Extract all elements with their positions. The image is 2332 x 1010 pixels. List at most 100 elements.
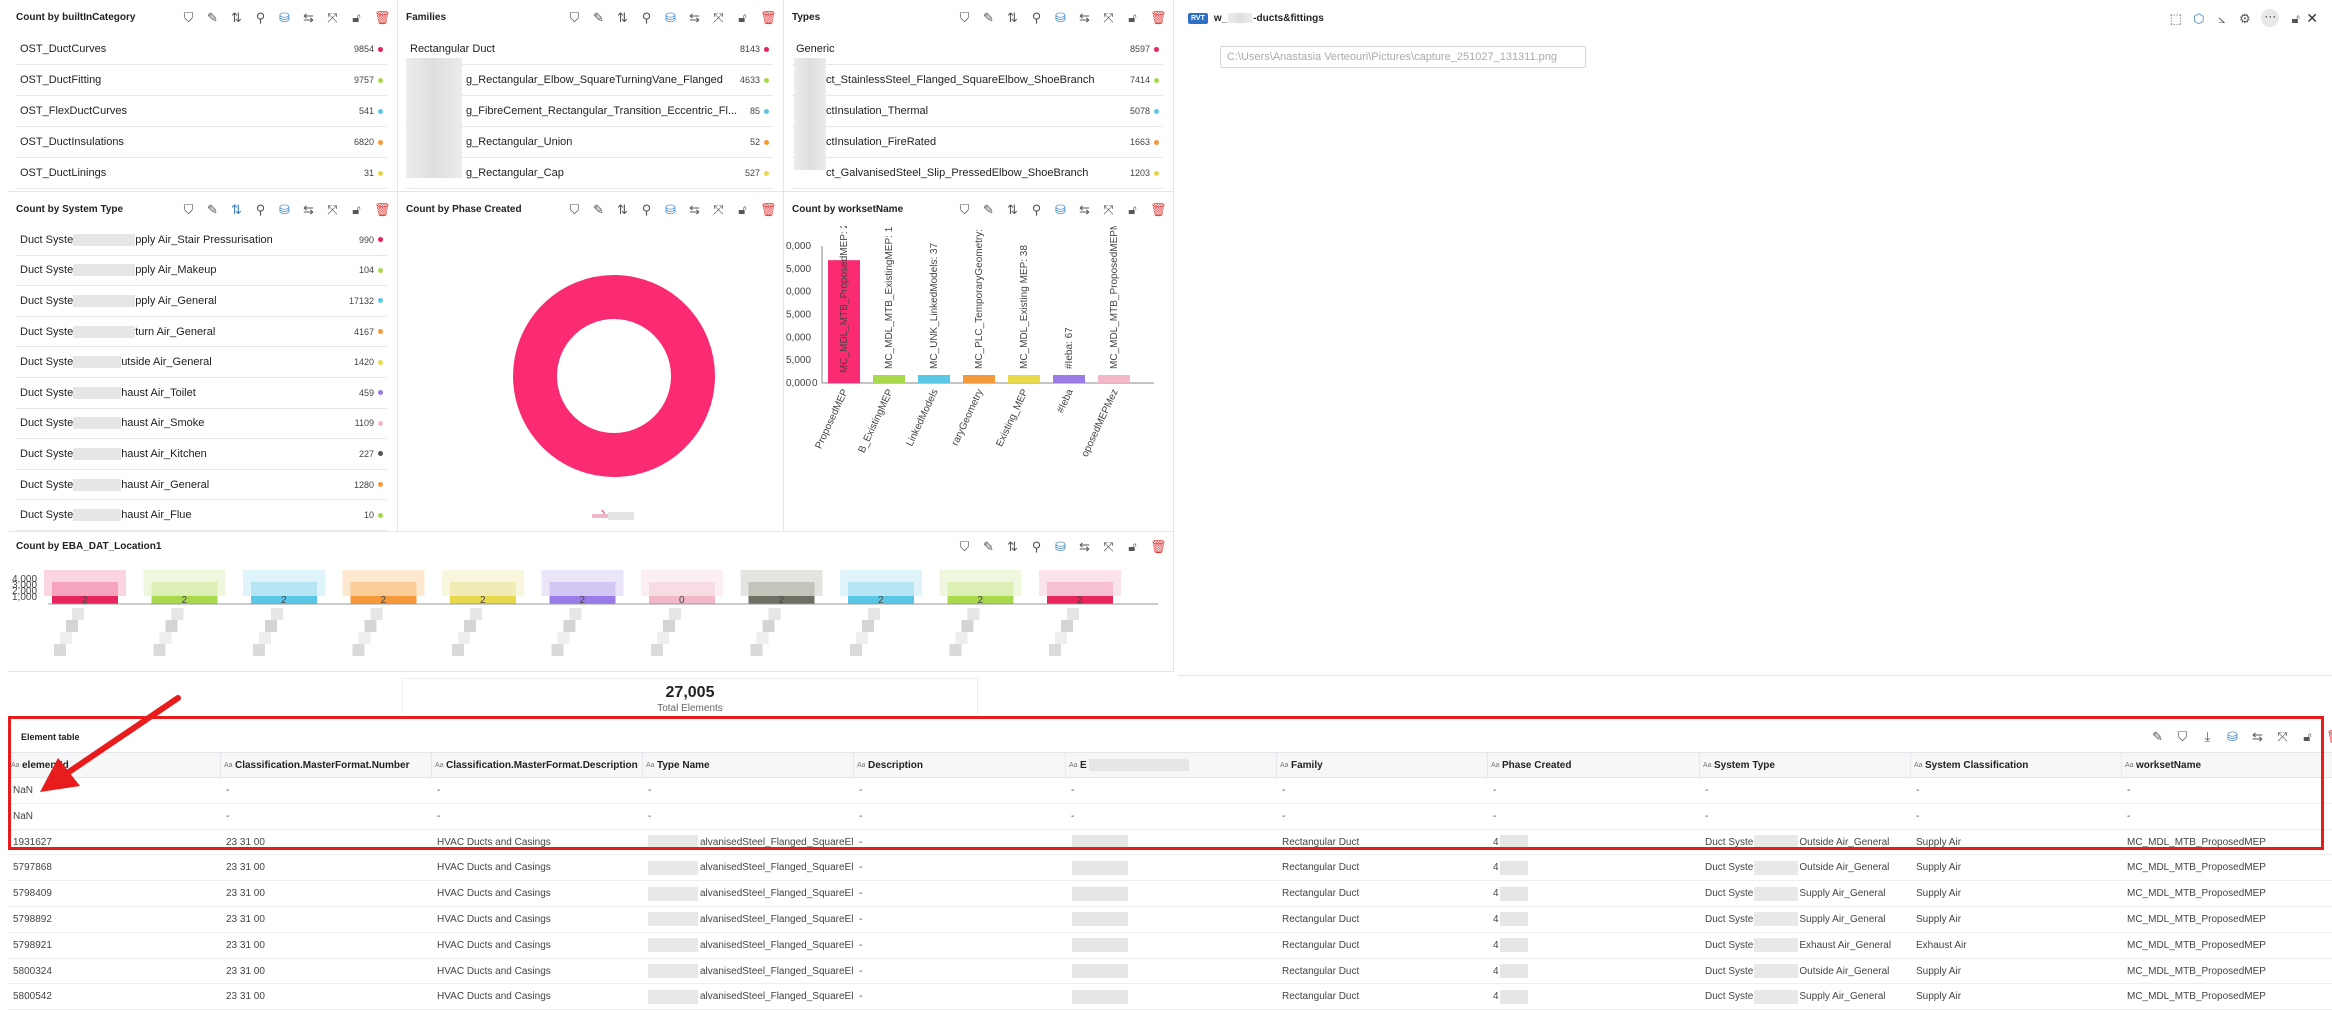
column-header[interactable]: Aa Description (854, 753, 1066, 779)
table-row[interactable]: 5798892 23 31 00 HVAC Ducts and Casings alv… (8, 907, 2332, 933)
column-header[interactable]: Aa worksetName (2122, 753, 2332, 779)
sort-icon[interactable]: ⇅ (231, 9, 242, 25)
table-row[interactable]: 5798409 23 31 00 HVAC Ducts and Casings alv… (8, 881, 2332, 907)
list-item[interactable]: Duct Syste haust Air_Flue 10 (16, 500, 387, 531)
donut-ring[interactable] (513, 275, 715, 477)
measure-icon[interactable]: ⦣ (2218, 10, 2226, 26)
database-icon[interactable]: ⛁ (279, 9, 290, 25)
table-row[interactable]: 1931627 23 31 00 HVAC Ducts and Casings alv… (8, 830, 2332, 856)
edit-filter-icon[interactable]: ✎ (983, 9, 994, 25)
database-icon[interactable]: ⛁ (1055, 9, 1066, 25)
list-item[interactable]: g_Rectangular_Cap 527 (406, 158, 773, 189)
paint-icon[interactable]: ⚲ (641, 201, 652, 217)
location-bar[interactable] (748, 596, 815, 604)
lock-icon[interactable]: 🔓︎ (2303, 729, 2312, 744)
lock-icon[interactable]: 🔓︎ (1128, 538, 1137, 554)
sort-icon[interactable]: ⇅ (617, 201, 628, 217)
location-bar[interactable] (350, 596, 417, 604)
download-icon[interactable]: ⤓ (2204, 729, 2211, 744)
edit-icon[interactable]: ✎ (2152, 729, 2163, 744)
list-item[interactable]: Rectangular Duct 8143 (406, 34, 773, 65)
list-item[interactable]: Duct Syste haust Air_General 1280 (16, 470, 387, 501)
swap-icon[interactable]: ⇆ (689, 201, 700, 217)
database-icon[interactable]: ⛁ (1055, 201, 1066, 217)
sort-icon[interactable]: ⇅ (617, 9, 628, 25)
list-item[interactable]: ct_StainlessSteel_Flanged_SquareElbow_Sh… (792, 65, 1163, 96)
database-icon[interactable]: ⛁ (2227, 729, 2238, 744)
lock-icon[interactable]: 🔓︎ (2291, 10, 2300, 26)
paint-icon[interactable]: ⚲ (255, 201, 266, 217)
edit-filter-icon[interactable]: ✎ (207, 201, 218, 217)
filter-icon[interactable]: ⛉ (959, 9, 970, 25)
delete-icon[interactable]: 🗑︎ (374, 201, 391, 217)
list-item[interactable]: Generic 8597 (792, 34, 1163, 65)
list-item[interactable]: Duct Syste pply Air_Stair Pressurisation 9… (16, 225, 387, 256)
list-item[interactable]: g_Rectangular_Union 52 (406, 127, 773, 158)
database-icon[interactable]: ⛁ (1055, 538, 1066, 554)
edit-filter-icon[interactable]: ✎ (593, 9, 604, 25)
sort-icon[interactable]: ⇅ (1007, 9, 1018, 25)
location-bar-upper[interactable] (1047, 582, 1113, 596)
database-icon[interactable]: ⛁ (279, 201, 290, 217)
location-bar[interactable] (549, 596, 616, 604)
filter-icon[interactable]: ⛉ (2177, 729, 2188, 744)
lock-icon[interactable]: 🔓︎ (352, 201, 361, 217)
list-item[interactable]: Duct Syste haust Air_Smoke 1109 (16, 409, 387, 440)
list-item[interactable]: OST_FlexDuctCurves 541 (16, 96, 387, 127)
workset-bar[interactable] (963, 375, 995, 383)
list-item[interactable]: g_FibreCement_Rectangular_Transition_Ecc… (406, 96, 773, 127)
location-bar[interactable] (151, 596, 218, 604)
edit-filter-icon[interactable]: ✎ (593, 201, 604, 217)
workset-bar[interactable] (873, 375, 905, 383)
paint-icon[interactable]: ⚲ (1031, 201, 1042, 217)
swap-icon[interactable]: ⇆ (303, 201, 314, 217)
filter-icon[interactable]: ⛉ (183, 201, 194, 217)
edit-filter-icon[interactable]: ✎ (983, 538, 994, 554)
column-header[interactable]: Aa Classification.MasterFormat.Number (221, 753, 432, 779)
lock-icon[interactable]: 🔓︎ (1128, 201, 1137, 217)
delete-icon[interactable]: 🗑︎ (1150, 9, 1167, 25)
lock-icon[interactable]: 🔓︎ (1128, 9, 1137, 25)
location-bar-upper[interactable] (450, 582, 516, 596)
delete-icon[interactable]: 🗑︎ (2326, 730, 2332, 743)
database-icon[interactable]: ⛁ (665, 9, 676, 25)
table-row[interactable]: NaN - - - - - - - - - - (8, 778, 2332, 804)
swap-icon[interactable]: ⇆ (1079, 9, 1090, 25)
fit-icon[interactable]: ⤧ (1103, 201, 1114, 217)
list-item[interactable]: Duct Syste utside Air_General 1420 (16, 347, 387, 378)
location-bar-upper[interactable] (251, 582, 317, 596)
table-row[interactable]: 5800324 23 31 00 HVAC Ducts and Casings alv… (8, 959, 2332, 985)
fit-icon[interactable]: ⤧ (2277, 729, 2288, 744)
paint-icon[interactable]: ⚲ (255, 9, 266, 25)
cube-icon[interactable]: ⬡ (2193, 10, 2205, 26)
close-icon[interactable]: ✕ (2306, 9, 2318, 26)
location-bar-upper[interactable] (947, 582, 1014, 596)
list-item[interactable]: OST_DuctInsulations 6820 (16, 127, 387, 158)
filter-icon[interactable]: ⛉ (959, 538, 970, 554)
column-header[interactable]: Aa Classification.MasterFormat.Descriptio… (432, 753, 643, 779)
location-bar-upper[interactable] (52, 582, 118, 596)
swap-icon[interactable]: ⇆ (303, 9, 314, 25)
column-header[interactable]: Aa Family (1277, 753, 1488, 779)
location-bar[interactable] (947, 596, 1014, 604)
list-item[interactable]: OST_DuctCurves 9854 (16, 34, 387, 65)
workset-bar[interactable] (1008, 375, 1040, 383)
fit-icon[interactable]: ⤧ (1103, 538, 1114, 554)
list-item[interactable]: Duct Syste pply Air_General 17132 (16, 286, 387, 317)
swap-icon[interactable]: ⇆ (1079, 201, 1090, 217)
paint-icon[interactable]: ⚲ (1031, 538, 1042, 554)
location-bar[interactable] (251, 596, 317, 604)
table-row[interactable]: NaN - - - - - - - - - - (8, 804, 2332, 830)
delete-icon[interactable]: 🗑︎ (374, 9, 391, 25)
fit-icon[interactable]: ⤧ (713, 9, 724, 25)
swap-icon[interactable]: ⇆ (2252, 729, 2263, 744)
table-row[interactable]: 5797868 23 31 00 HVAC Ducts and Casings alv… (8, 855, 2332, 882)
select-icon[interactable]: ⬚ (2169, 10, 2182, 26)
filter-icon[interactable]: ⛉ (569, 9, 580, 25)
column-header[interactable]: Aa System Type (1700, 753, 1911, 779)
workset-bar[interactable] (918, 375, 950, 383)
fit-icon[interactable]: ⤧ (327, 9, 338, 25)
lock-icon[interactable]: 🔓︎ (738, 9, 747, 25)
fit-icon[interactable]: ⤧ (713, 201, 724, 217)
list-item[interactable]: OST_DuctFitting 9757 (16, 65, 387, 96)
